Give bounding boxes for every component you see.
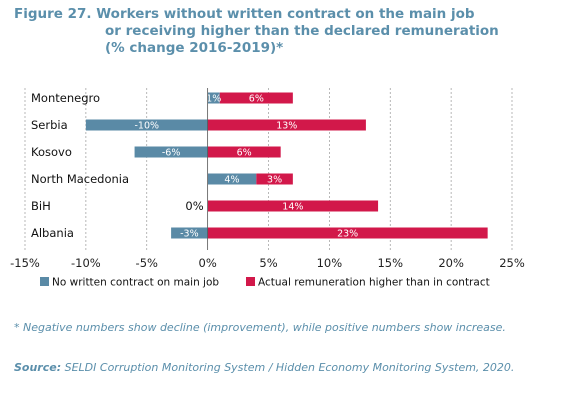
figure-title-line-1: Workers without written contract on the … <box>96 6 475 22</box>
bar-actual-remuneration <box>207 227 488 239</box>
x-tick-label: -10% <box>71 256 101 270</box>
bar-actual-remuneration <box>256 173 293 185</box>
x-tick-label: 0% <box>199 256 217 270</box>
data-label-no-written-contract: -10% <box>134 121 159 132</box>
legend-label-actual-remuneration: Actual remuneration higher than in contr… <box>258 277 490 289</box>
bar-actual-remuneration <box>207 200 379 212</box>
bar-no-written-contract <box>207 92 220 104</box>
data-label-actual-remuneration: 13% <box>276 121 297 132</box>
category-label: Albania <box>31 226 74 240</box>
bar-no-written-contract <box>85 119 208 131</box>
category-label: Montenegro <box>31 91 100 105</box>
x-tick-label: 10% <box>317 256 343 270</box>
data-label-no-written-contract: -3% <box>180 229 199 240</box>
bar-actual-remuneration <box>219 92 293 104</box>
data-label-actual-remuneration: 3% <box>267 175 282 186</box>
x-tick-label: 25% <box>499 256 525 270</box>
x-tick-label: 20% <box>438 256 464 270</box>
figure-number: Figure 27. <box>14 6 92 22</box>
x-tick-label: 5% <box>259 256 277 270</box>
category-label: North Macedonia <box>31 172 129 186</box>
figure-title: Figure 27. Workers without written contr… <box>14 6 570 57</box>
legend-swatch-actual-remuneration <box>246 277 255 286</box>
data-label-actual-remuneration: 23% <box>337 229 358 240</box>
x-tick-label: -5% <box>136 256 158 270</box>
bar-chart: -15% -10% -5% 0% 5% 10% 15% 20% 25% Montenegro 1% 6… <box>10 88 525 289</box>
bar-no-written-contract <box>134 146 208 158</box>
figure-title-line-3: (% change 2016-2019)* <box>105 40 284 56</box>
data-label-actual-remuneration: 6% <box>237 148 252 159</box>
bar-no-written-contract <box>171 227 208 239</box>
x-tick-label: -15% <box>10 256 40 270</box>
source-text: SELDI Corruption Monitoring System / Hid… <box>61 361 515 374</box>
source-label: Source: <box>14 361 62 374</box>
data-label-no-written-contract: -6% <box>162 148 181 159</box>
footnote: * Negative numbers show decline (improve… <box>14 321 506 334</box>
data-label-no-written-contract: 4% <box>224 175 239 186</box>
category-label: Kosovo <box>31 145 72 159</box>
data-label-actual-remuneration: 14% <box>282 202 303 213</box>
source-note: Source: SELDI Corruption Monitoring Syst… <box>14 361 554 375</box>
data-label-no-written-contract: 0% <box>185 199 203 213</box>
category-label: Serbia <box>31 118 68 132</box>
data-label-no-written-contract: 1% <box>206 94 221 105</box>
category-label: BiH <box>31 199 51 213</box>
legend-swatch-no-written-contract <box>40 277 49 286</box>
bar-no-written-contract <box>207 173 257 185</box>
figure-title-line-2: or receiving higher than the declared re… <box>105 23 499 39</box>
x-tick-label: 15% <box>377 256 403 270</box>
bar-actual-remuneration <box>207 146 281 158</box>
legend-label-no-written-contract: No written contract on main job <box>52 277 219 289</box>
data-label-actual-remuneration: 6% <box>249 94 264 105</box>
bar-actual-remuneration <box>207 119 366 131</box>
